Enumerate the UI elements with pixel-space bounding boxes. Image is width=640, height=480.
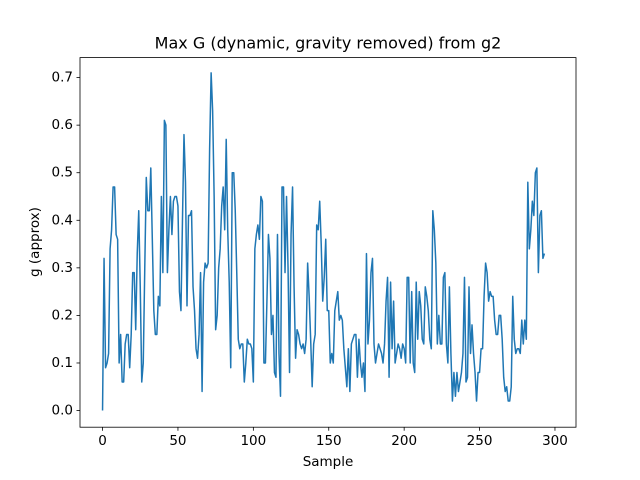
- x-tick-label: 250: [467, 433, 493, 449]
- plot-frame: [79, 57, 577, 428]
- x-axis-label: Sample: [303, 454, 354, 470]
- x-tick-label: 300: [542, 433, 568, 449]
- y-tick-label: 0.1: [52, 355, 73, 371]
- y-tick-label: 0.3: [52, 260, 73, 276]
- y-tick-label: 0.5: [52, 165, 73, 181]
- x-tick-label: 0: [98, 433, 107, 449]
- x-tick-label: 200: [391, 433, 417, 449]
- chart-title: Max G (dynamic, gravity removed) from g2: [155, 34, 502, 53]
- y-axis-label: g (approx): [27, 207, 43, 277]
- y-tick-label: 0.2: [52, 307, 73, 323]
- data-line: [101, 72, 546, 411]
- y-tick-label: 0.6: [52, 117, 73, 133]
- x-tick-label: 100: [240, 433, 266, 449]
- y-tick-label: 0.0: [52, 403, 73, 419]
- y-tick-label: 0.4: [52, 212, 73, 228]
- x-tick-label: 50: [169, 433, 186, 449]
- y-tick-label: 0.7: [52, 70, 73, 86]
- x-tick-label: 150: [316, 433, 342, 449]
